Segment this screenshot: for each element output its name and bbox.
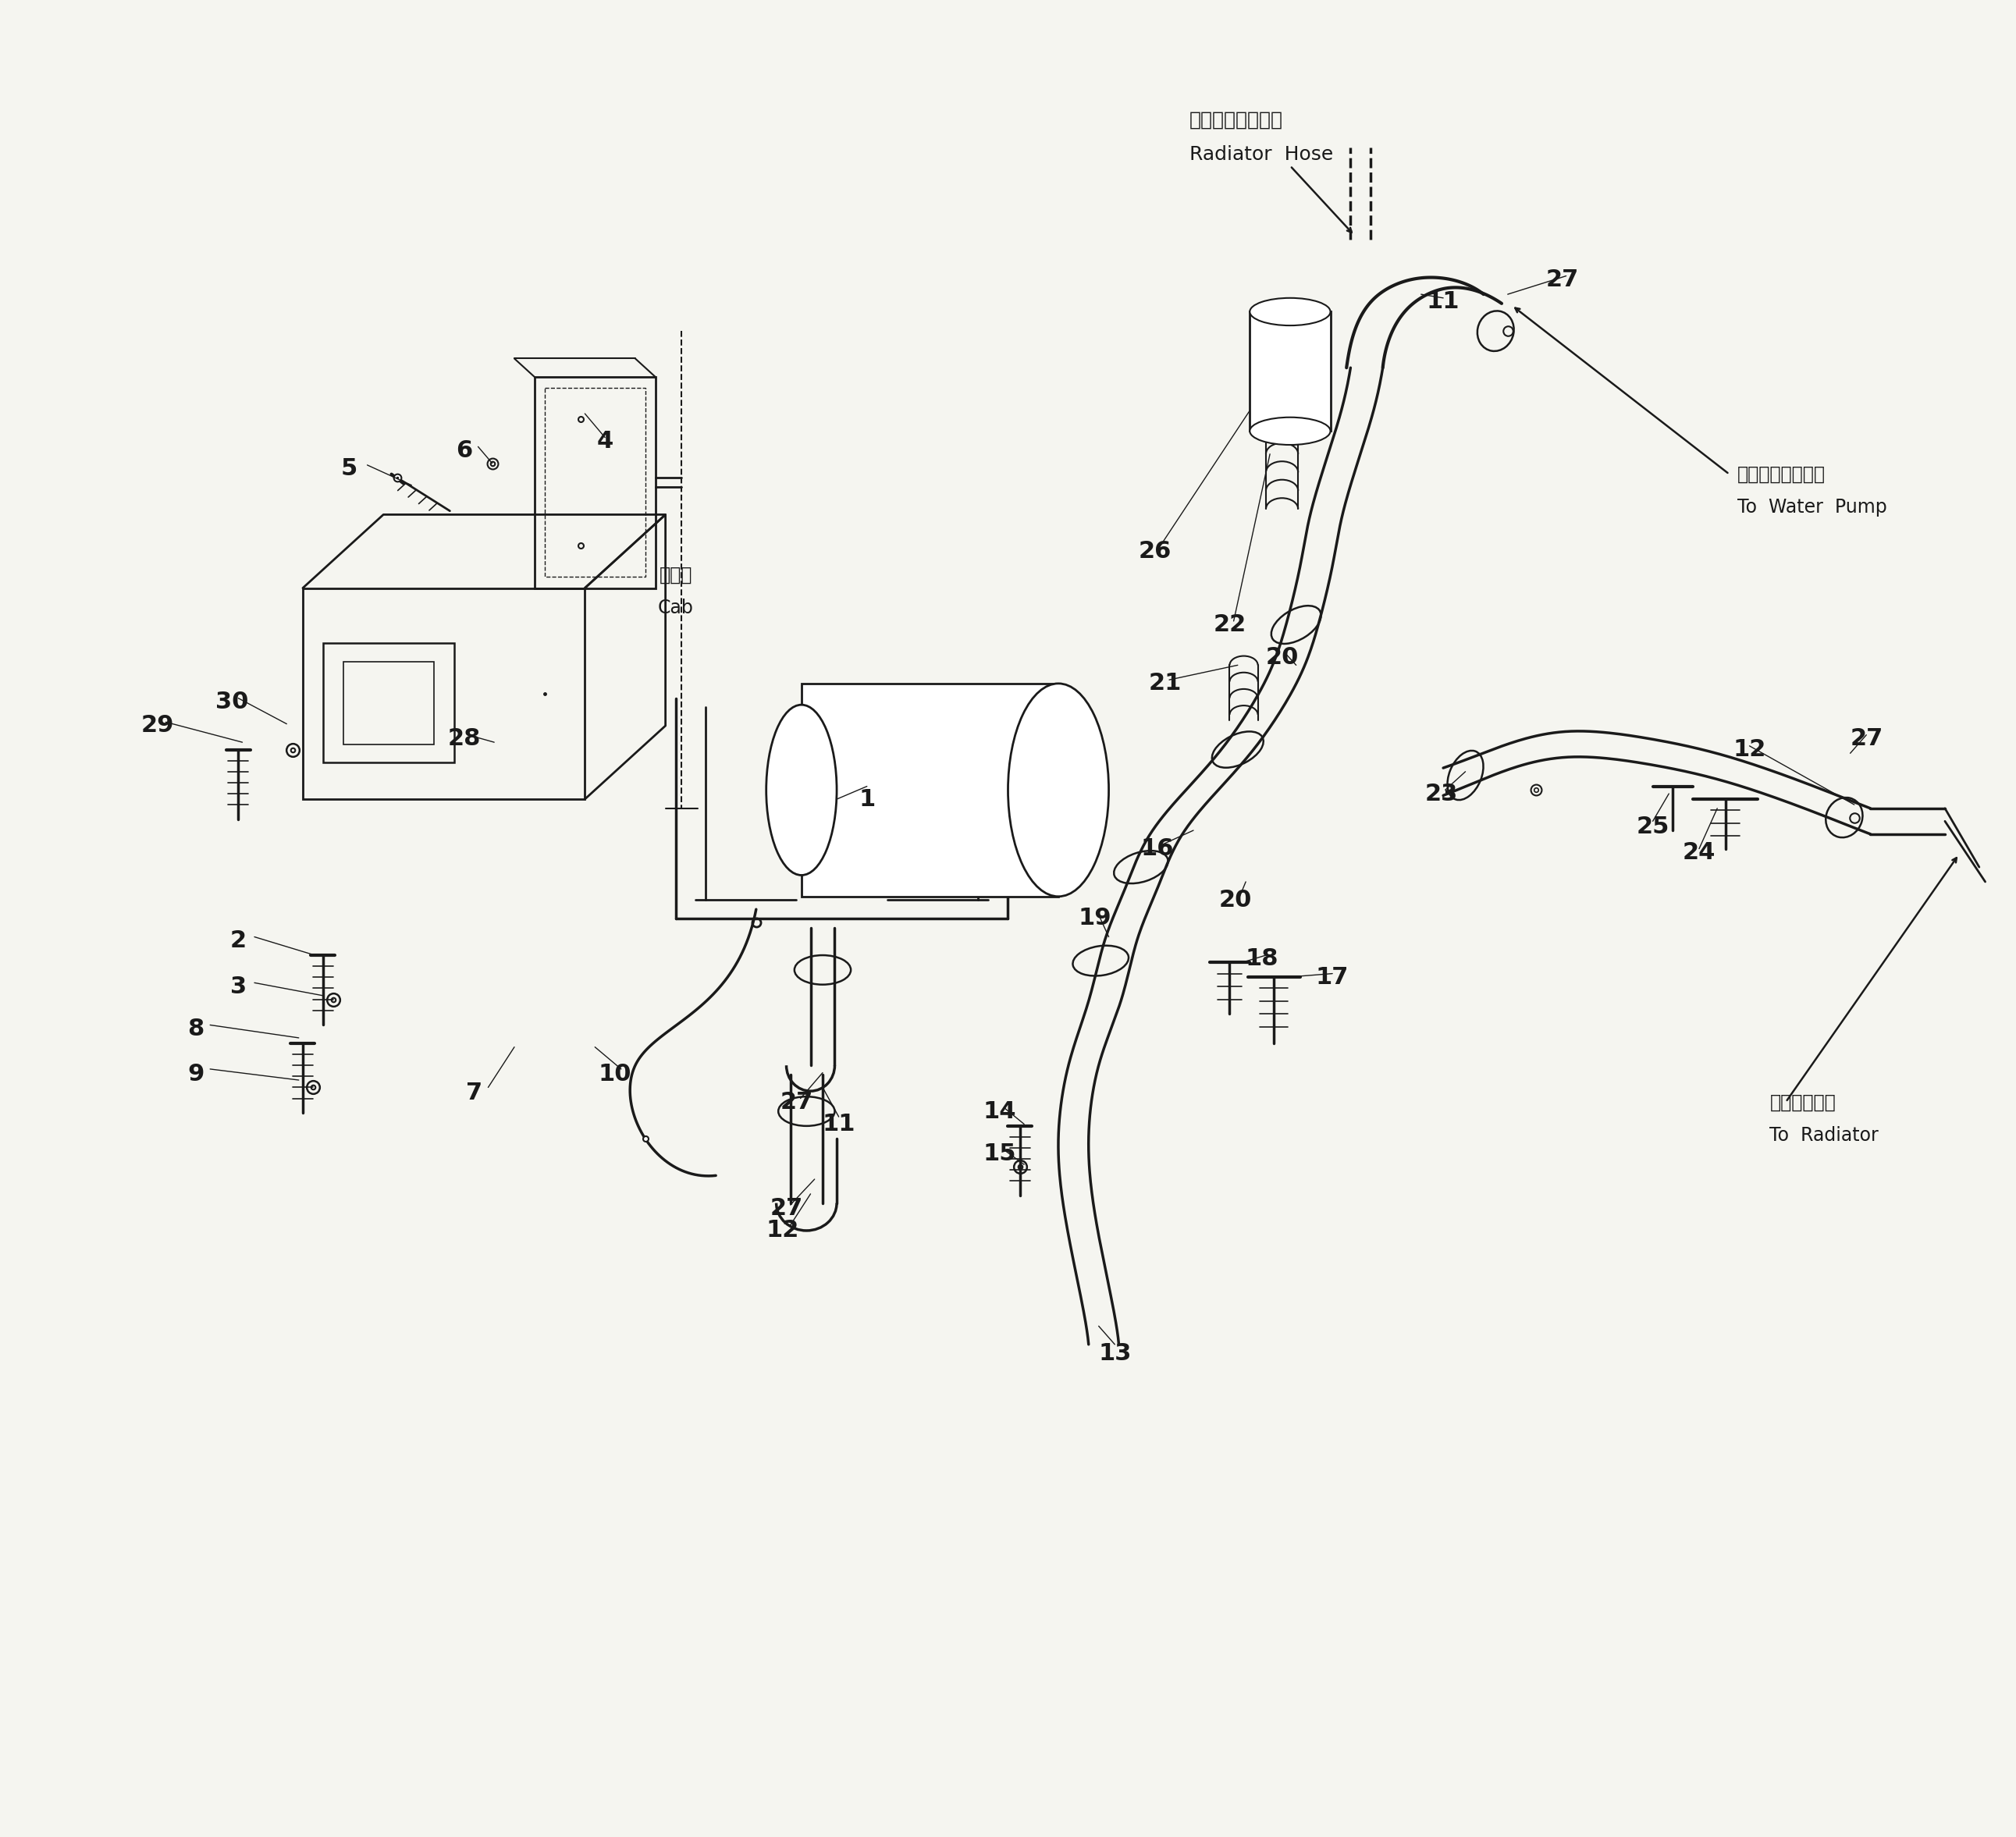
Text: To  Water  Pump: To Water Pump (1738, 498, 1887, 516)
Text: ラジエータへ: ラジエータへ (1770, 1093, 1837, 1111)
Bar (802, 683, 1058, 896)
Text: 29: 29 (141, 715, 173, 737)
Text: 27: 27 (1851, 727, 1883, 749)
Text: 24: 24 (1683, 841, 1716, 863)
Text: 10: 10 (599, 1064, 631, 1086)
Text: ウォータポンプへ: ウォータポンプへ (1738, 465, 1826, 483)
Text: 23: 23 (1425, 783, 1458, 805)
Text: 27: 27 (780, 1091, 812, 1113)
Text: 20: 20 (1266, 647, 1298, 669)
Text: 30: 30 (216, 691, 248, 713)
Bar (1250, 312, 1331, 432)
Text: 9: 9 (187, 1064, 204, 1086)
Text: 1: 1 (859, 788, 875, 810)
Text: 18: 18 (1246, 948, 1278, 970)
Text: 11: 11 (1427, 290, 1460, 312)
Ellipse shape (1250, 417, 1331, 445)
Text: 25: 25 (1637, 816, 1669, 838)
Text: 26: 26 (1139, 540, 1171, 562)
Text: 11: 11 (823, 1113, 855, 1135)
Text: 5: 5 (341, 457, 357, 479)
Text: 19: 19 (1079, 907, 1111, 930)
Text: 27: 27 (1546, 268, 1579, 290)
Text: 20: 20 (1220, 889, 1252, 911)
Text: Cab: Cab (657, 599, 694, 617)
Text: Radiator  Hose: Radiator Hose (1189, 145, 1333, 163)
Text: To  Radiator: To Radiator (1770, 1126, 1879, 1144)
Text: 4: 4 (597, 430, 613, 452)
Text: 7: 7 (466, 1082, 482, 1104)
Text: 13: 13 (1099, 1343, 1131, 1365)
Text: 28: 28 (448, 727, 480, 749)
Text: 6: 6 (456, 439, 472, 461)
Text: 2: 2 (230, 930, 246, 952)
Text: 14: 14 (984, 1100, 1016, 1122)
Text: ラジエータホース: ラジエータホース (1189, 110, 1282, 129)
Text: 27: 27 (770, 1198, 802, 1220)
Ellipse shape (766, 705, 837, 874)
Text: 21: 21 (1149, 672, 1181, 694)
Text: 12: 12 (766, 1220, 798, 1242)
Text: キャブ: キャブ (659, 566, 691, 584)
Text: 12: 12 (1734, 738, 1766, 761)
Ellipse shape (1008, 683, 1109, 896)
Text: 3: 3 (230, 975, 246, 997)
Text: 17: 17 (1316, 966, 1349, 988)
Text: 22: 22 (1214, 614, 1246, 636)
Ellipse shape (1250, 298, 1331, 325)
Text: 15: 15 (984, 1143, 1016, 1165)
Text: 16: 16 (1141, 838, 1173, 860)
Text: 8: 8 (187, 1018, 204, 1040)
